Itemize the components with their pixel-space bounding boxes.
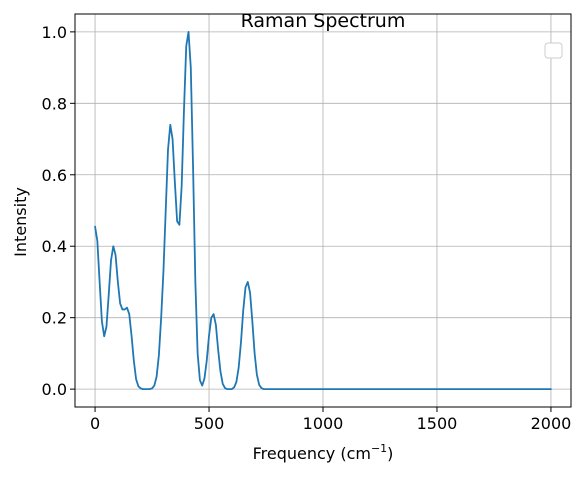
x-tick-label: 1000: [303, 414, 344, 433]
y-tick-label: 0.8: [42, 94, 67, 113]
x-tick-label: 500: [194, 414, 225, 433]
y-tick-label: 1.0: [42, 23, 67, 42]
y-tick-label: 0.4: [42, 237, 67, 256]
x-tick-label: 0: [90, 414, 100, 433]
legend-box: [545, 43, 562, 58]
y-axis-label: Intensity: [11, 187, 30, 257]
x-axis-label-suffix: ): [387, 444, 393, 463]
y-tick-label: 0.6: [42, 166, 67, 185]
y-tick-label: 0.0: [42, 380, 67, 399]
x-tick-label: 2000: [531, 414, 572, 433]
x-tick-label: 1500: [417, 414, 458, 433]
x-axis-label-main: Frequency (cm: [253, 444, 371, 463]
x-axis-label-superscript: −1: [371, 442, 387, 455]
y-tick-label: 0.2: [42, 309, 67, 328]
chart-title: Raman Spectrum: [241, 10, 406, 32]
